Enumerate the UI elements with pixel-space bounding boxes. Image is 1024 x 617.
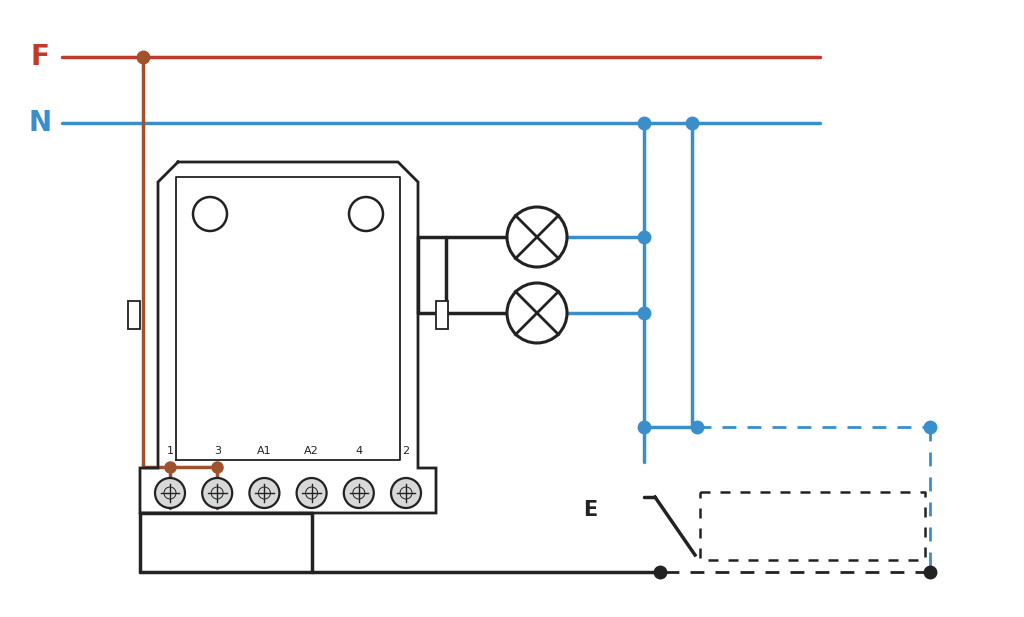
Text: N: N [29, 109, 51, 137]
Text: F: F [31, 43, 49, 71]
Circle shape [391, 478, 421, 508]
Circle shape [297, 478, 327, 508]
Text: A2: A2 [304, 446, 318, 456]
Text: 1: 1 [167, 446, 173, 456]
Text: 3: 3 [214, 446, 221, 456]
Circle shape [202, 478, 232, 508]
Text: E: E [583, 500, 597, 520]
Text: 2: 2 [402, 446, 410, 456]
Circle shape [155, 478, 185, 508]
Text: A1: A1 [257, 446, 271, 456]
Polygon shape [140, 162, 436, 513]
Circle shape [344, 478, 374, 508]
Bar [436, 301, 449, 329]
Circle shape [507, 207, 567, 267]
Circle shape [507, 283, 567, 343]
Circle shape [250, 478, 280, 508]
Bar [128, 301, 140, 329]
Text: 4: 4 [355, 446, 362, 456]
